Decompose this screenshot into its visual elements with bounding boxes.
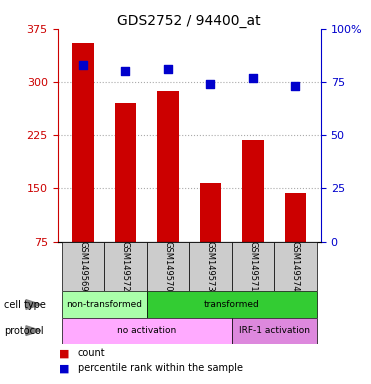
Text: cell type: cell type — [4, 300, 46, 310]
Text: GSM149572: GSM149572 — [121, 241, 130, 292]
Text: transformed: transformed — [204, 300, 260, 309]
Text: GSM149571: GSM149571 — [249, 241, 257, 292]
Text: GSM149573: GSM149573 — [206, 241, 215, 292]
Bar — [104, 242, 147, 291]
Text: no activation: no activation — [117, 326, 176, 335]
Text: GSM149574: GSM149574 — [291, 241, 300, 292]
Polygon shape — [26, 300, 41, 310]
Text: ■: ■ — [59, 348, 70, 359]
Bar — [285, 193, 306, 295]
Bar — [147, 242, 189, 291]
Text: GSM149569: GSM149569 — [79, 241, 88, 292]
Bar — [72, 43, 93, 295]
Point — [122, 68, 128, 74]
Text: GSM149570: GSM149570 — [164, 241, 173, 292]
Point — [207, 81, 213, 87]
Point — [250, 74, 256, 81]
Text: non-transformed: non-transformed — [66, 300, 142, 309]
Point — [80, 62, 86, 68]
Bar — [200, 183, 221, 295]
Bar — [62, 242, 104, 291]
Bar — [62, 291, 147, 318]
Bar — [242, 140, 263, 295]
Bar — [115, 103, 136, 295]
Bar — [147, 291, 317, 318]
Bar — [189, 242, 232, 291]
Point — [165, 66, 171, 72]
Polygon shape — [26, 326, 41, 336]
Text: IRF-1 activation: IRF-1 activation — [239, 326, 310, 335]
Point — [292, 83, 298, 89]
Text: percentile rank within the sample: percentile rank within the sample — [78, 363, 243, 373]
Bar — [274, 242, 317, 291]
Bar — [232, 242, 274, 291]
Bar — [157, 91, 178, 295]
Text: protocol: protocol — [4, 326, 43, 336]
Title: GDS2752 / 94400_at: GDS2752 / 94400_at — [117, 14, 261, 28]
Bar — [232, 318, 317, 344]
Text: count: count — [78, 348, 105, 359]
Bar — [62, 318, 232, 344]
Text: ■: ■ — [59, 363, 70, 373]
